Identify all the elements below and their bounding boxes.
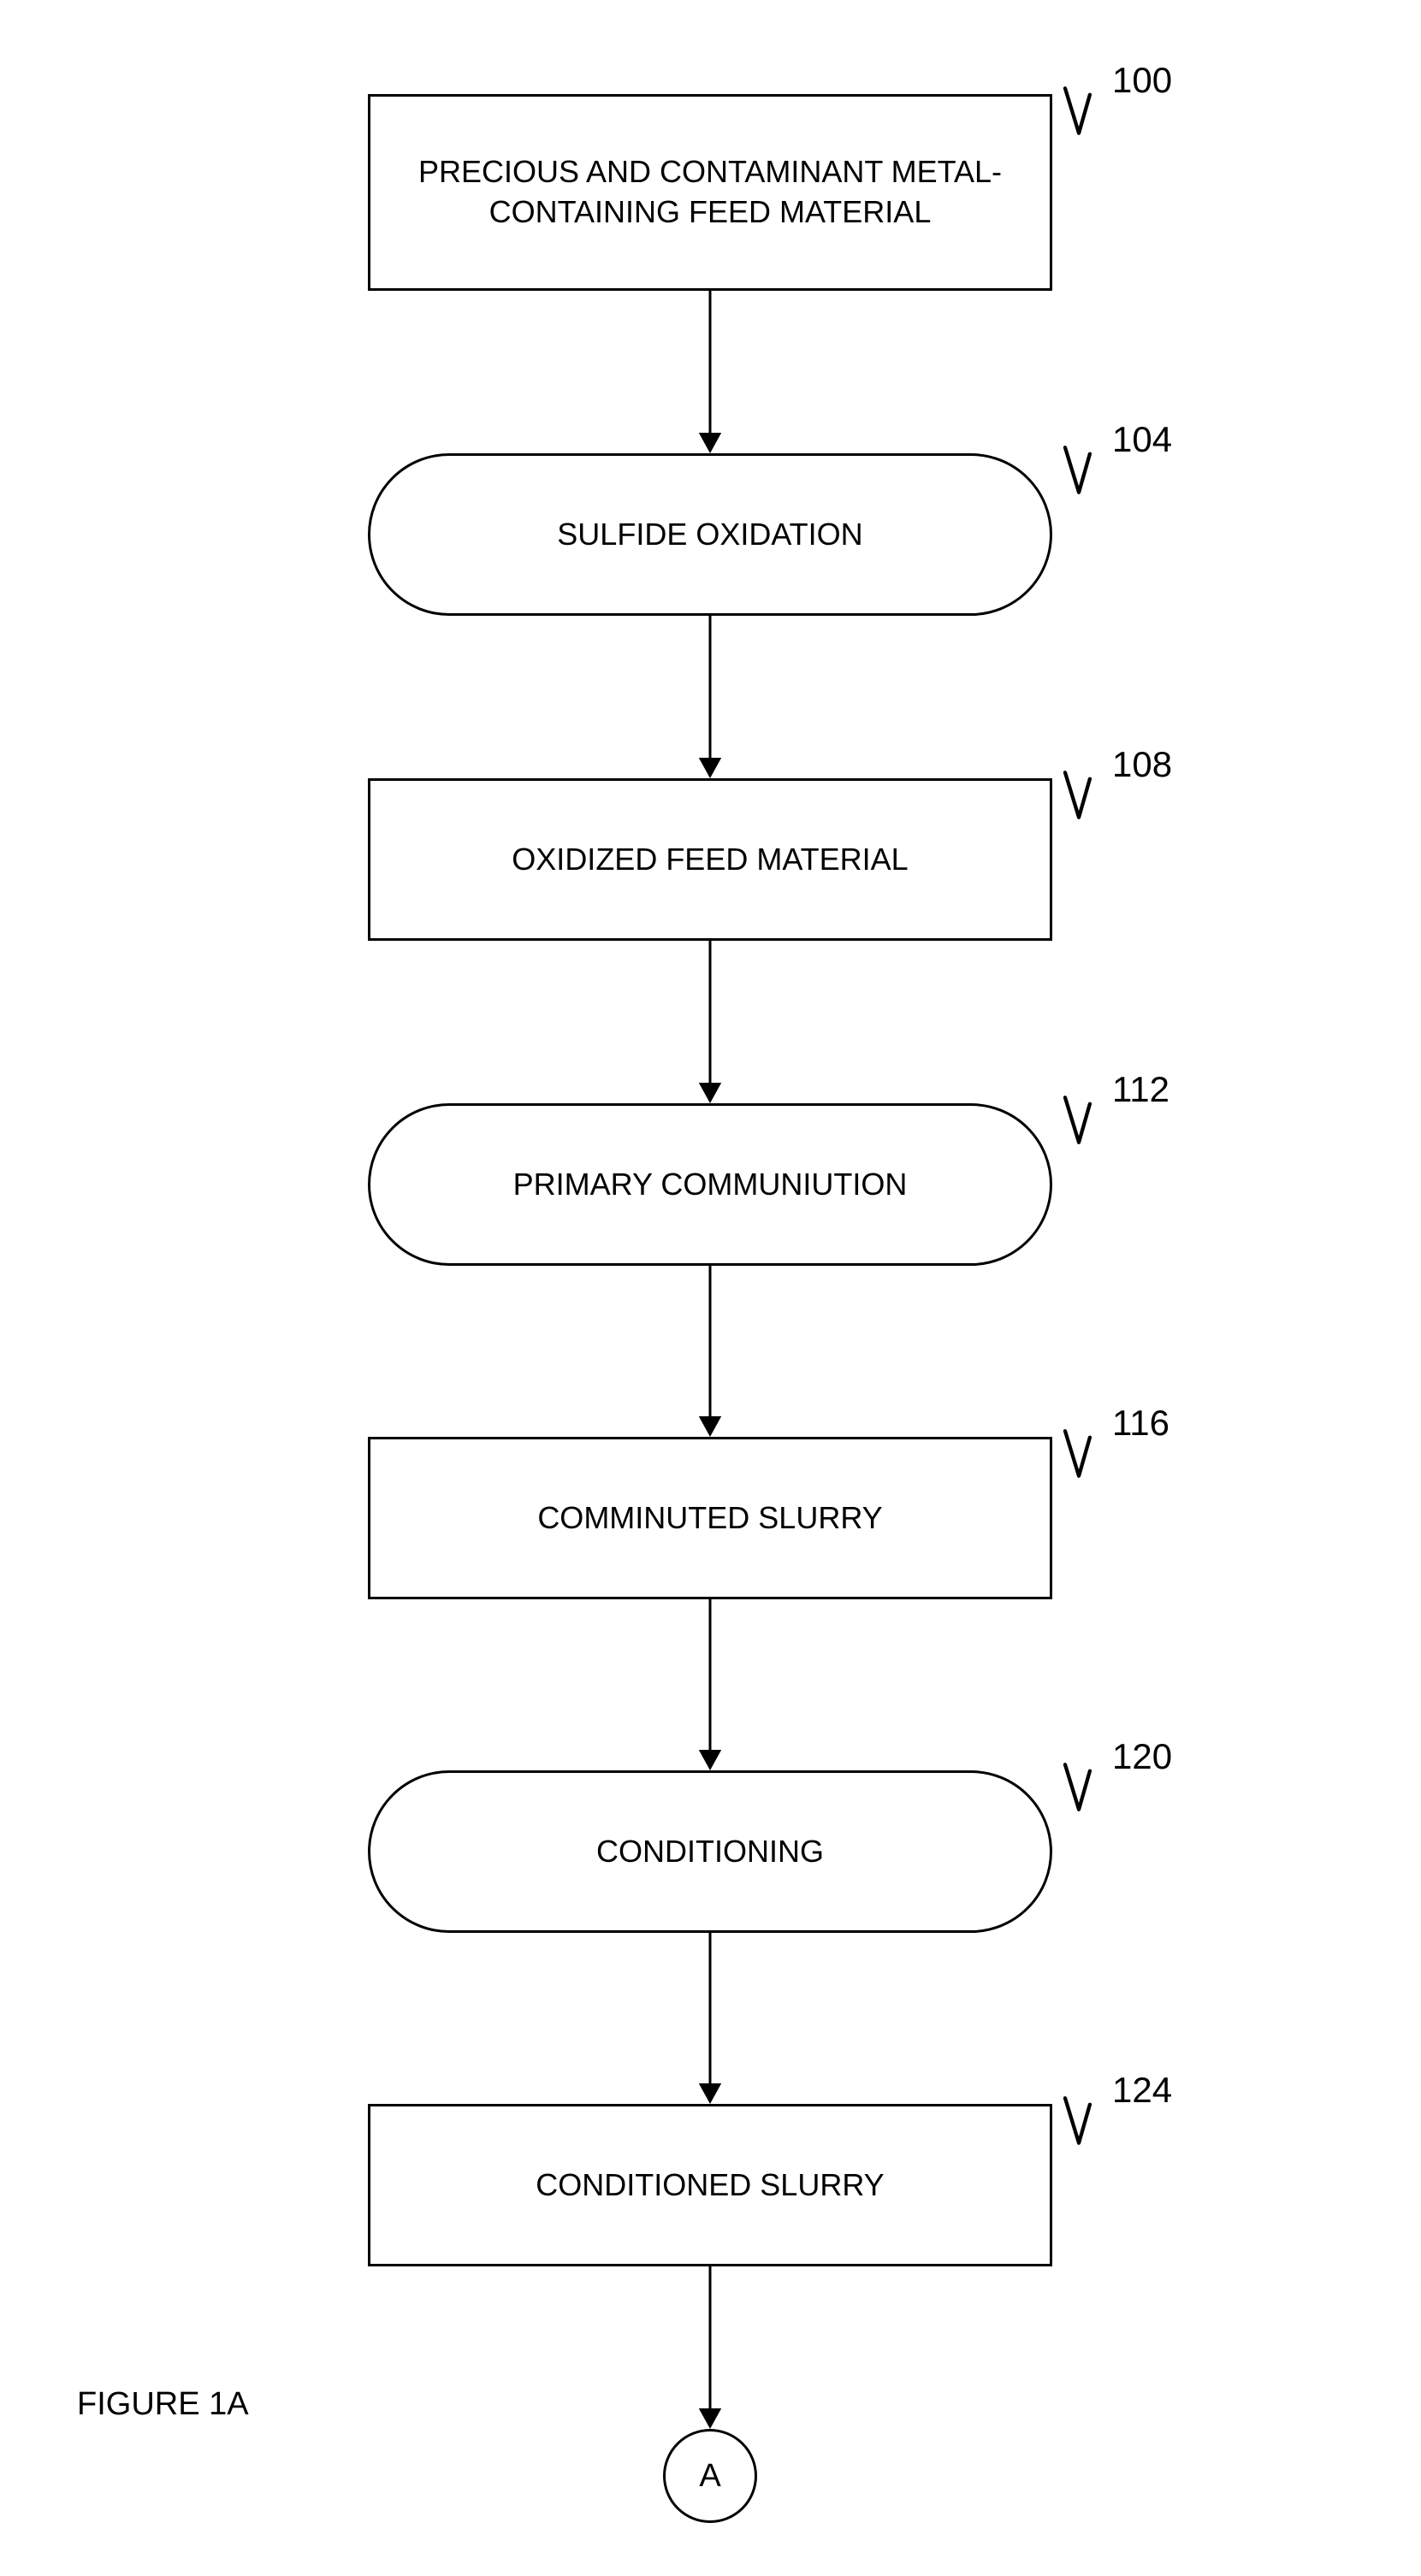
callout-116: 116 bbox=[1112, 1403, 1169, 1444]
arrow-2 bbox=[693, 941, 727, 1103]
callout-tick-100 bbox=[1061, 86, 1095, 137]
callout-100: 100 bbox=[1112, 60, 1172, 101]
node-label: CONDITIONED SLURRY bbox=[536, 2165, 884, 2206]
connector-circle: A bbox=[663, 2429, 757, 2523]
node-100: PRECIOUS AND CONTAMINANT METAL- CONTAINI… bbox=[368, 94, 1052, 291]
node-label: OXIDIZED FEED MATERIAL bbox=[512, 840, 908, 880]
callout-108: 108 bbox=[1112, 744, 1172, 785]
callout-tick-120 bbox=[1061, 1762, 1095, 1813]
callout-120: 120 bbox=[1112, 1736, 1172, 1777]
node-label: COMMINUTED SLURRY bbox=[537, 1498, 882, 1539]
callout-tick-104 bbox=[1061, 445, 1095, 496]
arrow-3 bbox=[693, 1266, 727, 1437]
node-label: CONDITIONING bbox=[596, 1832, 824, 1872]
callout-104: 104 bbox=[1112, 419, 1172, 460]
flowchart-container: PRECIOUS AND CONTAMINANT METAL- CONTAINI… bbox=[0, 0, 1421, 2576]
node-label: SULFIDE OXIDATION bbox=[557, 515, 862, 555]
node-108: OXIDIZED FEED MATERIAL bbox=[368, 778, 1052, 941]
connector-label: A bbox=[699, 2458, 720, 2495]
node-120: CONDITIONING bbox=[368, 1770, 1052, 1933]
arrow-1 bbox=[693, 616, 727, 778]
callout-tick-124 bbox=[1061, 2095, 1095, 2147]
arrow-4 bbox=[693, 1599, 727, 1770]
node-label: PRECIOUS AND CONTAMINANT METAL- CONTAINI… bbox=[418, 152, 1002, 233]
node-124: CONDITIONED SLURRY bbox=[368, 2104, 1052, 2266]
callout-tick-108 bbox=[1061, 770, 1095, 821]
figure-label: FIGURE 1A bbox=[77, 2386, 249, 2423]
arrow-0 bbox=[693, 291, 727, 453]
arrow-6 bbox=[693, 2266, 727, 2429]
node-112: PRIMARY COMMUNIUTION bbox=[368, 1103, 1052, 1266]
callout-tick-112 bbox=[1061, 1095, 1095, 1146]
callout-tick-116 bbox=[1061, 1428, 1095, 1480]
callout-124: 124 bbox=[1112, 2070, 1172, 2111]
arrow-5 bbox=[693, 1933, 727, 2104]
node-116: COMMINUTED SLURRY bbox=[368, 1437, 1052, 1599]
node-104: SULFIDE OXIDATION bbox=[368, 453, 1052, 616]
node-label: PRIMARY COMMUNIUTION bbox=[513, 1165, 908, 1205]
callout-112: 112 bbox=[1112, 1069, 1169, 1110]
